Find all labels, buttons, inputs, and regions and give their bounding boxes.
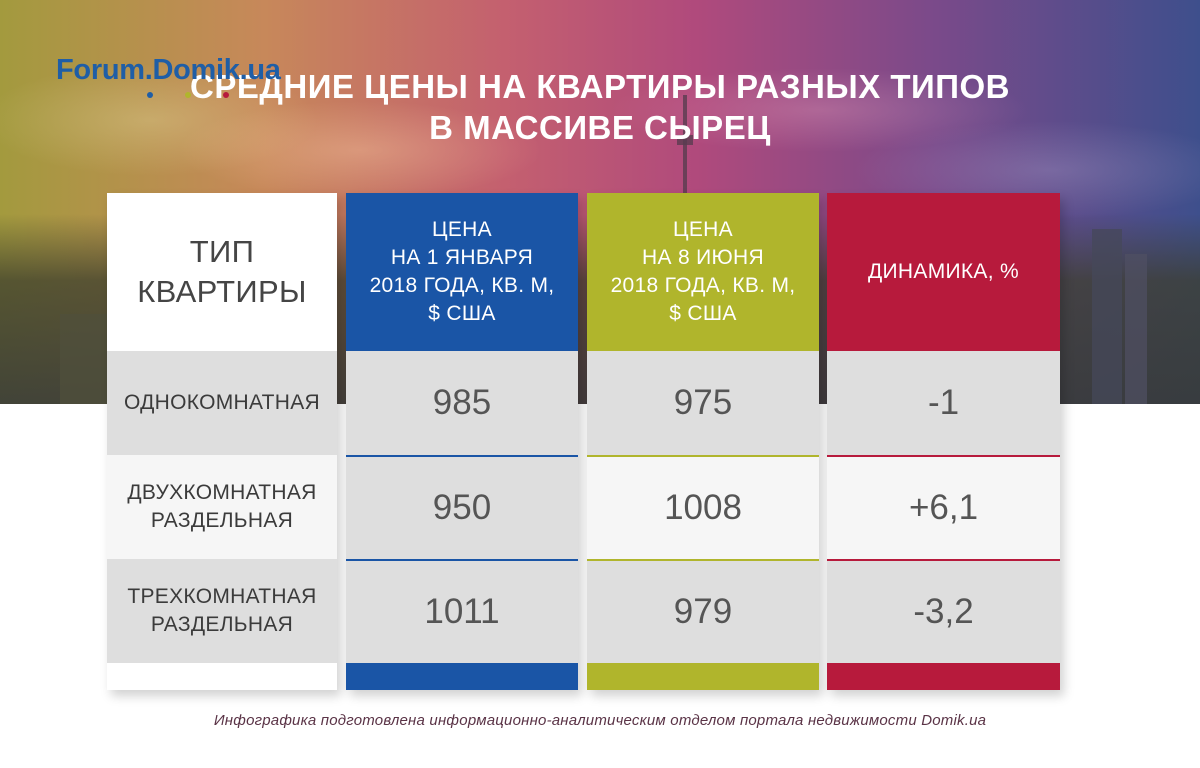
building-silhouette-right-2 (1125, 254, 1147, 404)
type-label: РАЗДЕЛЬНАЯ (150, 509, 294, 532)
price-june-cell: 1008 (587, 455, 819, 559)
type-label: РАЗДЕЛЬНАЯ (150, 613, 294, 636)
header-type-line: ТИП (189, 234, 255, 269)
header-line: ДИНАМИКА, % (868, 260, 1019, 283)
logo-dot-green (185, 92, 191, 98)
column-price-june: ЦЕНА НА 8 ИЮНЯ 2018 ГОДА, КВ. М, $ США 9… (587, 193, 819, 690)
credit-footnote: Инфографика подготовлена информационно-а… (213, 712, 987, 729)
header-line: ЦЕНА (432, 218, 492, 241)
site-logo: Forum.Domik.ua (56, 54, 281, 86)
header-line: $ США (669, 302, 737, 325)
price-january-cell: 985 (346, 351, 578, 455)
column-price-january: ЦЕНА НА 1 ЯНВАРЯ 2018 ГОДА, КВ. М, $ США… (346, 193, 578, 690)
price-january-cell: 1011 (346, 559, 578, 663)
header-apartment-type: ТИП КВАРТИРЫ (107, 193, 337, 351)
header-price-january: ЦЕНА НА 1 ЯНВАРЯ 2018 ГОДА, КВ. М, $ США (346, 193, 578, 351)
logo-dots (147, 92, 229, 100)
title-line-2: В МАССИВЕ СЫРЕЦ (429, 109, 771, 146)
dynamics-cell: +6,1 (827, 455, 1060, 559)
dynamics-cell: -1 (827, 351, 1060, 455)
logo-dot-blue (147, 92, 153, 98)
column-footer (346, 663, 578, 690)
column-footer (107, 663, 337, 690)
building-silhouette-right-1 (1092, 229, 1122, 404)
column-footer (827, 663, 1060, 690)
column-dynamics: ДИНАМИКА, % -1 +6,1 -3,2 (827, 193, 1060, 690)
row-type-cell: ДВУХКОМНАТНАЯ РАЗДЕЛЬНАЯ (107, 455, 337, 559)
dynamics-cell: -3,2 (827, 559, 1060, 663)
price-june-cell: 979 (587, 559, 819, 663)
header-line: НА 1 ЯНВАРЯ (390, 246, 534, 269)
header-line: НА 8 ИЮНЯ (642, 246, 764, 269)
infographic-title: СРЕДНИЕ ЦЕНЫ НА КВАРТИРЫ РАЗНЫХ ТИПОВ В … (150, 66, 1050, 148)
header-line: 2018 ГОДА, КВ. М, (369, 274, 555, 297)
type-label: ДВУХКОМНАТНАЯ (127, 481, 317, 504)
row-type-cell: ТРЕХКОМНАТНАЯ РАЗДЕЛЬНАЯ (107, 559, 337, 663)
header-line: $ США (428, 302, 496, 325)
type-label: ОДНОКОМНАТНАЯ (123, 391, 321, 414)
price-january-cell: 950 (346, 455, 578, 559)
title-line-1: СРЕДНИЕ ЦЕНЫ НА КВАРТИРЫ РАЗНЫХ ТИПОВ (190, 68, 1010, 105)
header-dynamics: ДИНАМИКА, % (827, 193, 1060, 351)
header-type-line: КВАРТИРЫ (137, 274, 307, 309)
header-price-june: ЦЕНА НА 8 ИЮНЯ 2018 ГОДА, КВ. М, $ США (587, 193, 819, 351)
type-label: ТРЕХКОМНАТНАЯ (127, 585, 317, 608)
price-june-cell: 975 (587, 351, 819, 455)
column-footer (587, 663, 819, 690)
logo-dot-red (223, 92, 229, 98)
tv-tower-silhouette (677, 95, 693, 200)
header-line: 2018 ГОДА, КВ. М, (610, 274, 796, 297)
header-line: ЦЕНА (673, 218, 733, 241)
row-type-cell: ОДНОКОМНАТНАЯ (107, 351, 337, 455)
column-apartment-type: ТИП КВАРТИРЫ ОДНОКОМНАТНАЯ ДВУХКОМНАТНАЯ… (107, 193, 337, 690)
